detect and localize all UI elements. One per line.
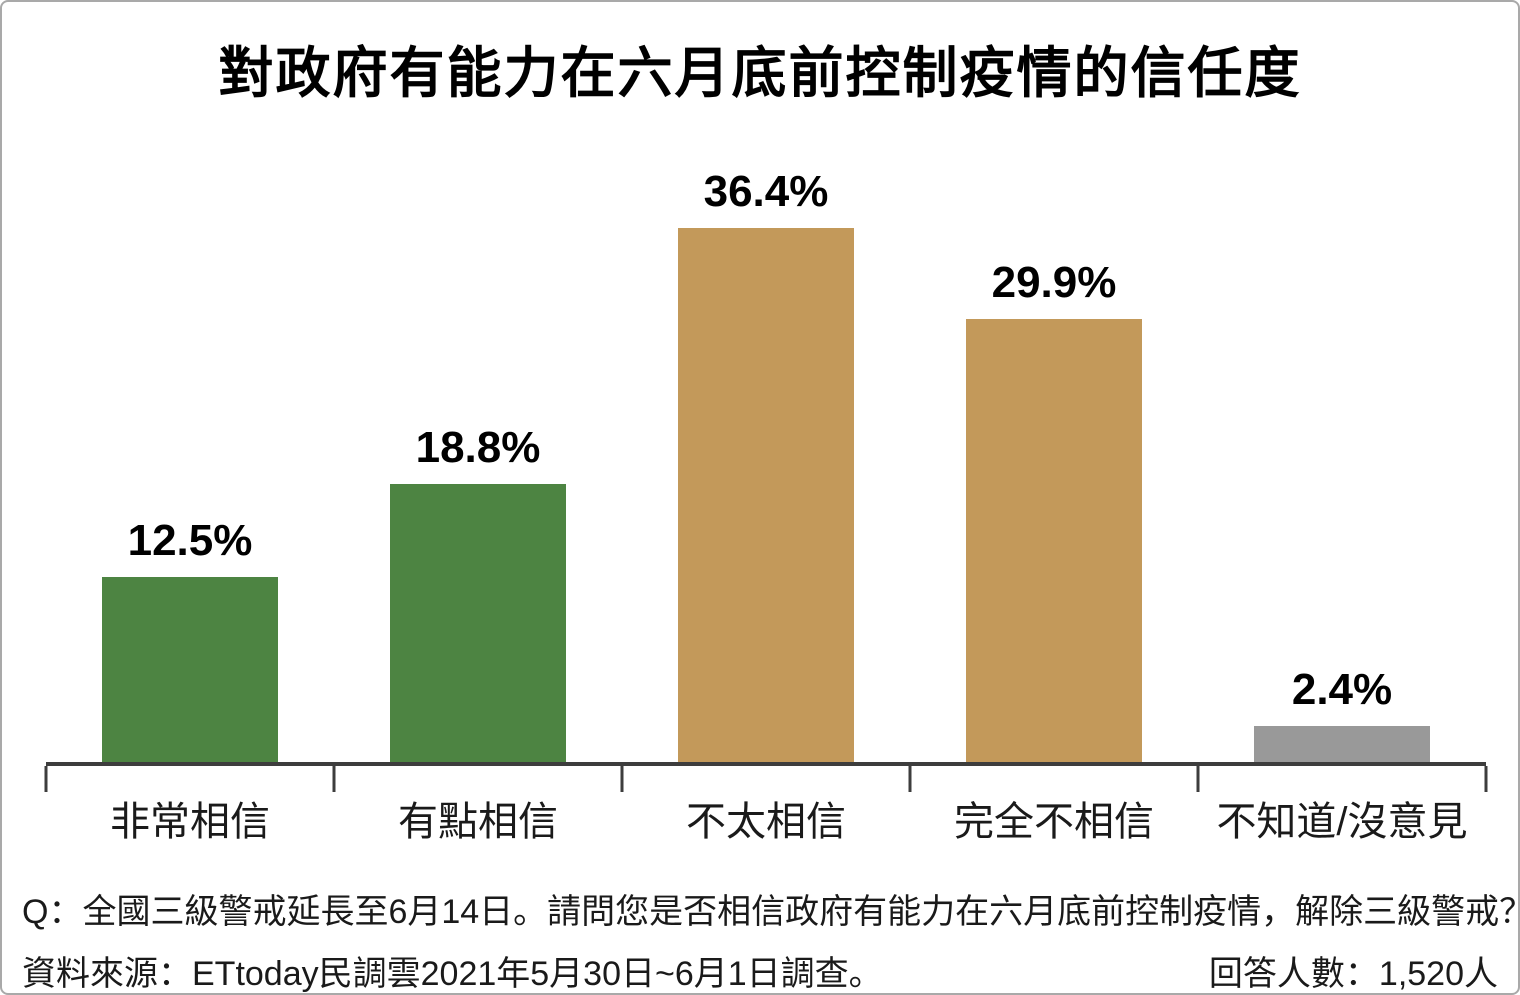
respondent-count-text: 回答人數：1,520人 — [1208, 955, 1498, 993]
footer-row: 資料來源：ETtoday民調雲2021年5月30日~6月1日調查。 回答人數：1… — [22, 946, 1498, 993]
bar — [678, 228, 854, 762]
bar — [102, 577, 278, 762]
survey-question-text: Q：全國三級警戒延長至6月14日。請問您是否相信政府有能力在六月底前控制疫情，解… — [22, 893, 1520, 931]
x-axis-category-label: 完全不相信 — [954, 800, 1154, 844]
axis-tick — [332, 766, 336, 792]
bar-value-label: 2.4% — [1291, 665, 1393, 715]
axis-tick — [1484, 766, 1488, 792]
data-source-text: 資料來源：ETtoday民調雲2021年5月30日~6月1日調查。 — [22, 955, 883, 993]
bar — [390, 483, 566, 762]
bar-slot: 2.4% — [1198, 170, 1486, 762]
bar-chart-plot-area: 12.5% 18.8% 36.4% 29.9% 2.4% — [46, 170, 1486, 762]
axis-tick — [44, 766, 48, 792]
x-axis-category-labels: 非常相信 有點相信 不太相信 完全不相信 不知道/沒意見 — [46, 798, 1486, 846]
x-axis-category-label: 不知道/沒意見 — [1216, 800, 1468, 844]
axis-tick — [620, 766, 624, 792]
bar-value-label: 18.8% — [415, 422, 541, 472]
x-axis-category-label: 非常相信 — [110, 800, 270, 844]
bar — [966, 319, 1142, 762]
axis-tick — [1196, 766, 1200, 792]
bar — [1254, 726, 1430, 762]
x-axis-category-label: 有點相信 — [398, 800, 558, 844]
bar-slot: 36.4% — [622, 170, 910, 762]
chart-title: 對政府有能力在六月底前控制疫情的信任度 — [218, 42, 1302, 104]
bar-value-label: 36.4% — [703, 167, 829, 216]
bar-slot: 29.9% — [910, 170, 1198, 762]
x-axis-ticks — [44, 766, 1488, 792]
bar-slot: 12.5% — [46, 170, 334, 762]
axis-tick — [908, 766, 912, 792]
bar-slot: 18.8% — [334, 170, 622, 762]
x-axis-line — [46, 762, 1486, 766]
bar-value-label: 12.5% — [127, 516, 253, 565]
x-axis-category-label: 不太相信 — [686, 800, 846, 844]
bar-value-label: 29.9% — [991, 258, 1117, 308]
